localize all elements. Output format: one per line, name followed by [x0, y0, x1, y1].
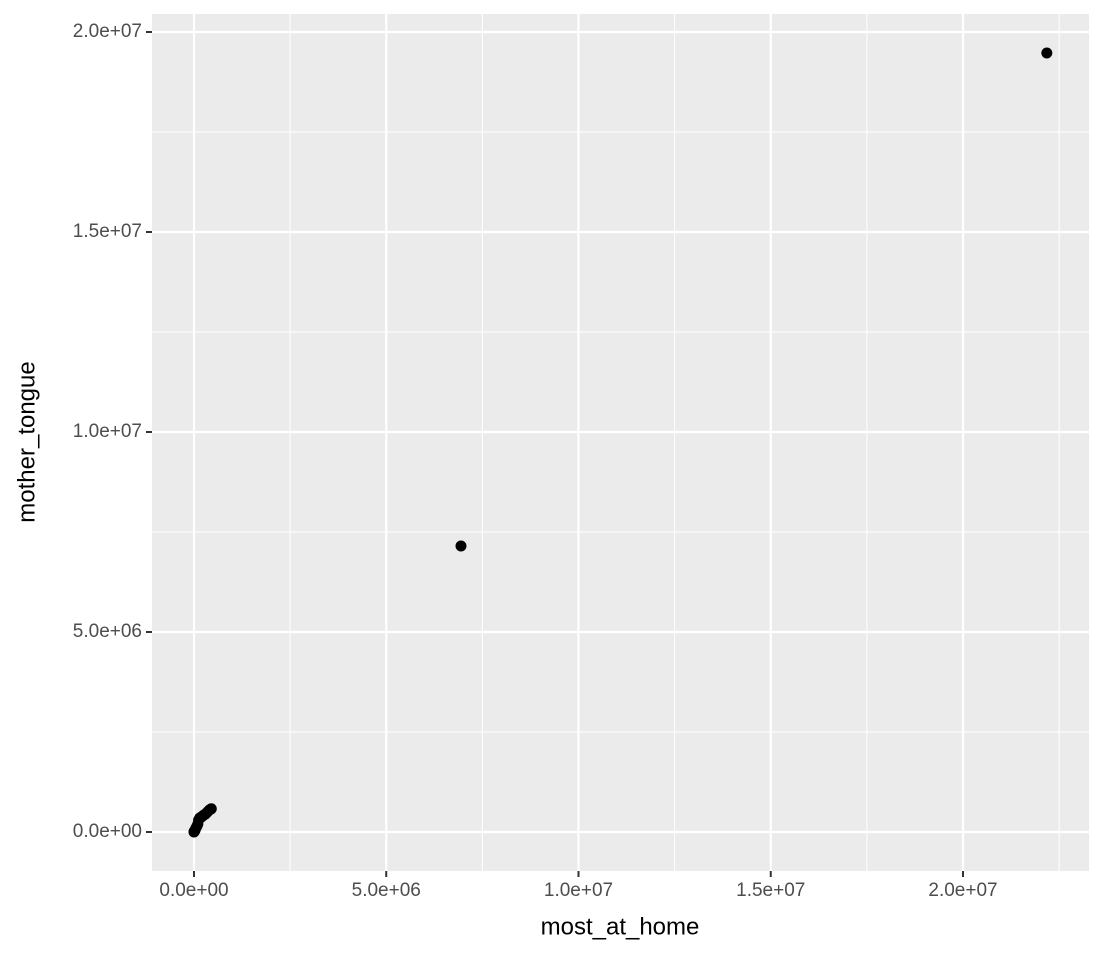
x-tick-label: 1.5e+07: [736, 880, 805, 901]
y-tick-label: 1.0e+07: [73, 421, 142, 442]
y-tick-label: 0.0e+00: [73, 821, 142, 842]
x-tick-label: 1.0e+07: [544, 880, 613, 901]
panel: [152, 14, 1089, 871]
x-tick-label: 5.0e+06: [352, 880, 421, 901]
x-axis-title: most_at_home: [541, 913, 700, 940]
x-tick-label: 2.0e+07: [928, 880, 997, 901]
point: [205, 803, 217, 815]
y-tick-label: 5.0e+06: [73, 621, 142, 642]
point: [455, 540, 467, 552]
y-tick-label: 1.5e+07: [73, 221, 142, 242]
x-tick-label: 0.0e+00: [159, 880, 228, 901]
point: [1041, 47, 1053, 59]
y-axis-title: mother_tongue: [13, 361, 40, 522]
y-tick-label: 2.0e+07: [73, 21, 142, 42]
